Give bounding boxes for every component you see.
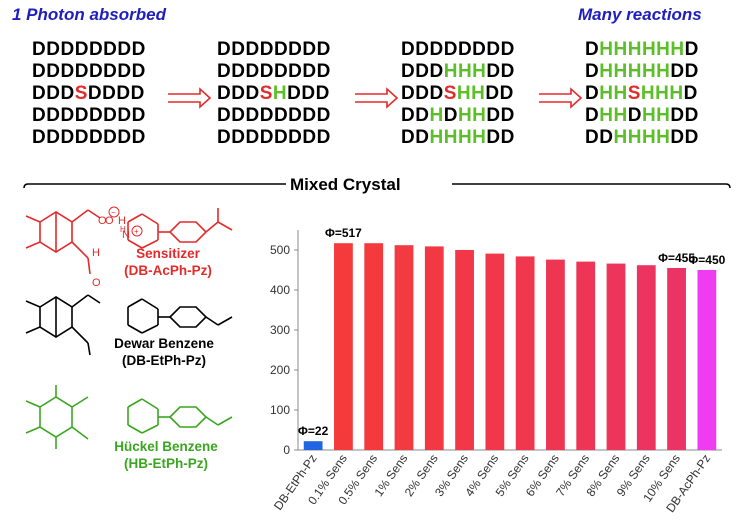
reaction-arrow-2 [355,87,399,109]
data-label: Φ=517 [325,226,362,240]
sensitizer-code: (DB-AcPh-Pz) [124,263,212,278]
dewar-benzene-label: Dewar Benzene (DB-EtPh-Pz) [100,335,228,369]
lattice-2: DDDDDDDD DDDDDDDD DDDSHDDD DDDDDDDD DDDDDDDD [217,39,331,149]
data-label: Φ=450 [688,253,725,267]
lattice-row: DHHSHHHD [585,83,698,104]
bar [485,253,505,450]
lattice-row: DDHHHHDD [401,127,515,148]
bar [455,250,474,450]
lattice-row: DDHDHHDD [401,105,515,126]
lattice-row: DDDDDDDD [401,39,515,60]
lattice-row: DHHDHHDD [585,105,699,126]
sensitizer-name: Sensitizer [136,246,200,261]
bar [424,246,444,450]
bar [546,259,565,450]
svg-text:H: H [118,215,126,227]
dewar-benzene-structure [25,294,233,356]
lattice-row: DHHHHHHD [585,39,699,60]
lattice-1: DDDDDDDD DDDDDDDD DDDSDDDD DDDDDDDD DDDDDDDD [32,39,146,149]
bar [576,261,596,450]
svg-text:N: N [122,229,130,241]
dewar-benzene-code: (DB-EtPh-Pz) [122,353,206,368]
mixed-crystal-brace [23,183,731,189]
huckel-benzene-name: Hückel Benzene [114,439,218,454]
header-right: Many reactions [578,5,702,24]
lattice-row: DDDDDDDD [32,105,146,126]
lattice-4: DHHHHHHD DHHHHHDD DHHSHHHD DHHDHHDD DDHHHHDD [585,39,699,149]
lattice-row: DDDDDDDD [217,61,331,82]
bar [364,243,384,450]
y-tick-label: 0 [283,443,290,457]
svg-text:+: + [134,227,139,236]
lattice-row: DDDDDDDD [32,61,146,82]
data-label: Φ=22 [298,424,329,438]
lattice-row: DHHHHHDD [585,61,699,82]
bar [334,243,353,450]
lattice-row: DDDDDDDD [217,105,331,126]
bar [515,256,535,450]
sensitizer-structure: OO − H NH HO + [25,206,233,289]
reaction-arrow-3 [539,87,583,109]
y-tick-label: 300 [270,323,290,337]
lattice-row: DDDDDDDD [32,39,146,60]
lattice-3: DDDDDDDD DDDHHHDD DDDSHHDD DDHDHHDD DDHHHHDD [401,39,515,149]
lattice-row: DDDDDDDD [32,127,146,148]
lattice-row: DDHHHHDD [585,127,699,148]
sensitizer-label: Sensitizer (DB-AcPh-Pz) [108,245,228,279]
bar [667,268,686,450]
svg-text:H: H [120,225,126,234]
lattice-row: DDDSHHDD [401,83,514,104]
y-tick-label: 500 [270,243,290,257]
bar [394,245,414,450]
svg-text:−: − [111,208,116,217]
mixed-crystal-label: Mixed Crystal [290,175,401,194]
svg-text:H: H [92,247,100,259]
huckel-benzene-label: Hückel Benzene (HB-EtPh-Pz) [104,438,228,472]
lattice-row: DDDSDDDD [32,83,145,104]
bar [636,265,656,450]
lattice-row: DDDSHDDD [217,83,330,104]
y-tick-label: 200 [270,363,290,377]
y-tick-label: 400 [270,283,290,297]
reaction-arrow-1 [168,87,212,109]
lattice-row: DDDHHHDD [401,61,515,82]
y-tick-label: 100 [270,403,290,417]
huckel-benzene-structure [25,385,233,449]
dewar-benzene-name: Dewar Benzene [114,336,214,351]
bar [303,441,323,450]
bar [606,263,626,450]
huckel-benzene-code: (HB-EtPh-Pz) [124,456,208,471]
bar [697,270,717,450]
svg-text:O: O [92,277,101,289]
lattice-row: DDDDDDDD [217,39,331,60]
svg-text:O: O [105,215,114,227]
data-label: Φ=455 [658,251,695,265]
header-left: 1 Photon absorbed [12,5,166,24]
lattice-row: DDDDDDDD [217,127,331,148]
svg-text:O: O [98,215,107,227]
